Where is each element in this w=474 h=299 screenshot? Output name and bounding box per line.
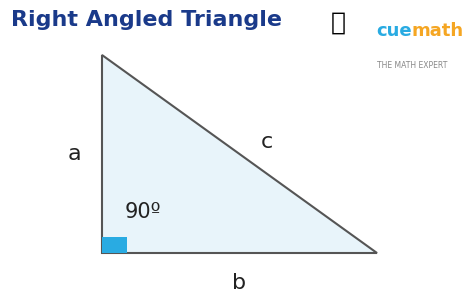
Polygon shape	[102, 55, 377, 253]
Text: c: c	[261, 132, 273, 152]
Bar	[102, 237, 127, 253]
Text: math: math	[411, 22, 463, 40]
Text: Right Angled Triangle: Right Angled Triangle	[10, 10, 282, 30]
Text: 90º: 90º	[125, 202, 162, 222]
Text: THE MATH EXPERT: THE MATH EXPERT	[377, 61, 447, 70]
Text: b: b	[232, 273, 246, 293]
Text: 🚀: 🚀	[331, 10, 346, 34]
Text: a: a	[68, 144, 82, 164]
Text: cue: cue	[377, 22, 412, 40]
